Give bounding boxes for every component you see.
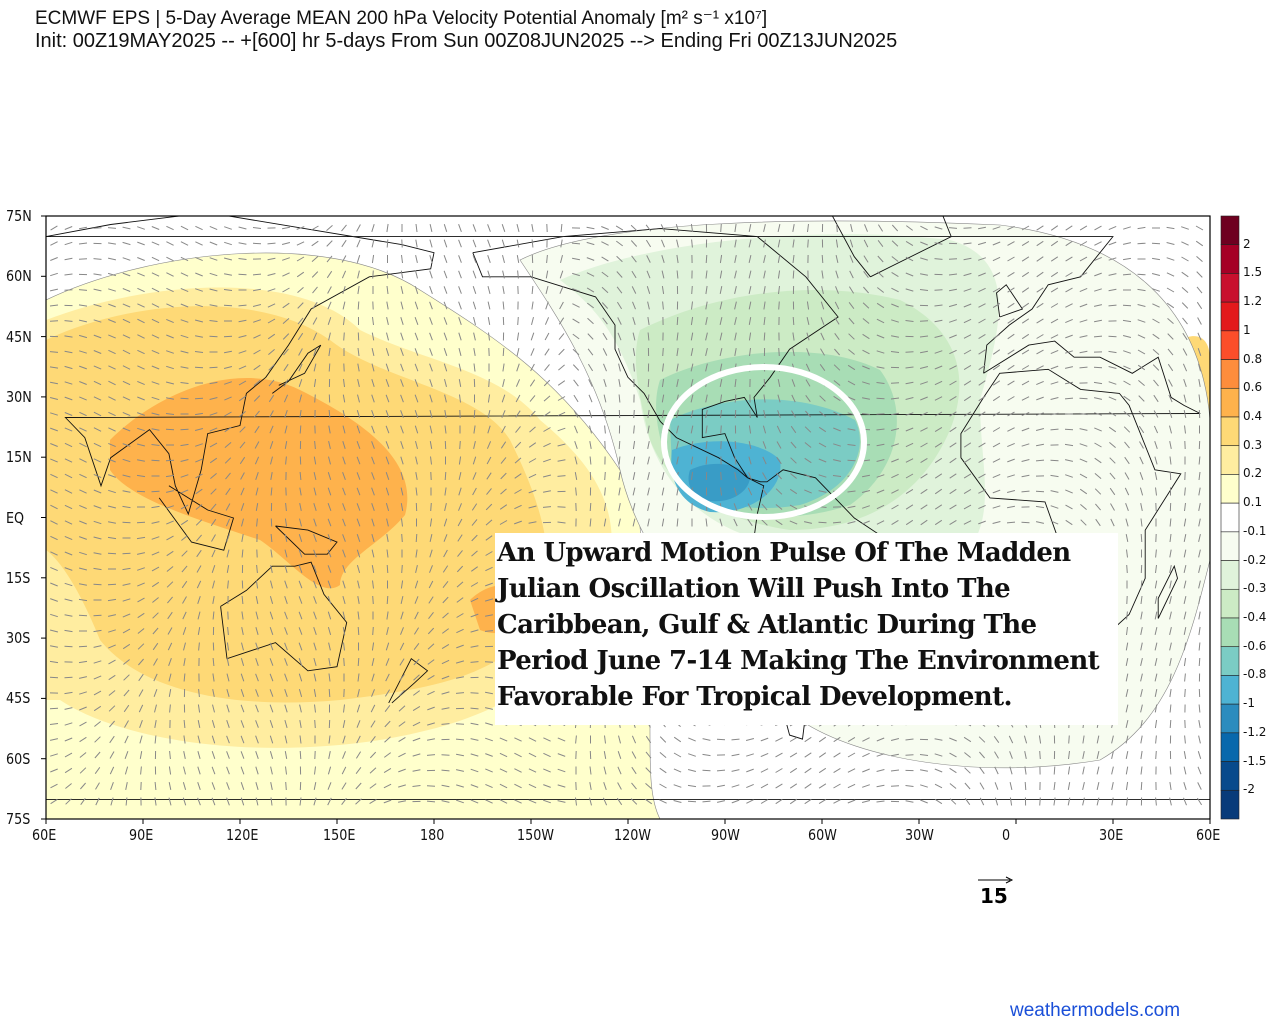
lon-label: 150E	[323, 826, 356, 844]
colorbar-swatch	[1220, 330, 1240, 360]
colorbar	[1220, 215, 1240, 820]
lon-label: 180	[420, 826, 445, 844]
lat-label: 45N	[6, 327, 32, 346]
colorbar-label: -0.1	[1243, 523, 1267, 538]
colorbar-swatch	[1220, 617, 1240, 648]
coastlines	[46, 216, 1210, 800]
annotation-box: An Upward Motion Pulse Of The Madden Jul…	[495, 533, 1118, 725]
lat-label: EQ	[6, 508, 25, 527]
colorbar-label: -0.8	[1243, 667, 1267, 682]
annotation-line: An Upward Motion Pulse Of The Madden	[497, 538, 1071, 568]
colorbar-swatch	[1220, 789, 1240, 820]
colorbar-swatch	[1220, 244, 1240, 274]
colorbar-label: 0.3	[1243, 437, 1263, 452]
colorbar-swatch	[1220, 273, 1240, 303]
annotation-line: Caribbean, Gulf & Atlantic During The	[497, 610, 1037, 640]
colorbar-swatch	[1220, 359, 1240, 389]
lon-label: 120W	[614, 826, 651, 844]
lat-label: 30S	[6, 629, 31, 648]
lon-label: 120E	[226, 826, 259, 844]
lat-label: 15N	[6, 448, 32, 467]
colorbar-swatch	[1220, 502, 1240, 533]
lon-label: 90W	[711, 826, 740, 844]
lat-label: 60N	[6, 267, 32, 286]
colorbar-label: -0.4	[1243, 610, 1267, 624]
colorbar-swatch	[1220, 531, 1240, 561]
colorbar-label: 0.2	[1243, 466, 1263, 481]
colorbar-label: -0.3	[1243, 581, 1267, 596]
chart-subtitle: Init: 00Z19MAY2025 -- +[600] hr 5-days F…	[35, 30, 898, 52]
colorbar-swatch	[1220, 675, 1240, 705]
lat-label: 75N	[6, 207, 32, 225]
watermark-link[interactable]: weathermodels.com	[1010, 1000, 1181, 1021]
lat-label: 60S	[6, 749, 31, 768]
colorbar-swatch	[1220, 416, 1240, 447]
lon-label: 30E	[1099, 826, 1124, 844]
lon-label: 60W	[808, 826, 837, 844]
lat-label: 45S	[6, 689, 31, 708]
colorbar-swatch	[1220, 445, 1240, 475]
chart-title: ECMWF EPS | 5-Day Average MEAN 200 hPa V…	[35, 8, 768, 29]
colorbar-swatch	[1220, 474, 1240, 504]
colorbar-label: -1.2	[1243, 724, 1267, 739]
highlight-circle	[661, 364, 867, 520]
lon-label: 60E	[1196, 826, 1221, 844]
colorbar-label: 2	[1243, 236, 1251, 251]
lat-label: 75S	[6, 810, 31, 828]
colorbar-label: -1	[1243, 696, 1255, 711]
colorbar-swatch	[1220, 646, 1240, 676]
lon-label: 90E	[129, 826, 154, 844]
lat-label: 15S	[6, 568, 31, 587]
lon-label: 150W	[517, 826, 554, 844]
colorbar-label: -1.5	[1243, 753, 1267, 768]
colorbar-label: 0.8	[1243, 351, 1263, 366]
colorbar-swatch	[1220, 703, 1240, 734]
colorbar-label: -0.2	[1243, 552, 1267, 567]
vector-reference-label: 15	[980, 884, 1008, 908]
annotation-line: Julian Oscillation Will Push Into The	[497, 574, 1011, 604]
colorbar-label: 1.5	[1243, 265, 1263, 280]
colorbar-label: 0.4	[1243, 409, 1263, 423]
annotation-line: Period June 7-14 Making The Environment	[497, 646, 1100, 676]
colorbar-swatch	[1220, 761, 1240, 791]
colorbar-label: -0.6	[1243, 638, 1267, 653]
colorbar-swatch	[1220, 301, 1240, 332]
colorbar-swatch	[1220, 215, 1240, 246]
lon-label: 60E	[32, 826, 57, 844]
colorbar-swatch	[1220, 732, 1240, 762]
vector-reference-arrow	[978, 876, 1014, 884]
annotation-line: Favorable For Tropical Development.	[497, 682, 1013, 712]
colorbar-label: -2	[1243, 782, 1255, 797]
lon-label: 30W	[905, 826, 934, 844]
colorbar-label: 1	[1243, 322, 1251, 337]
colorbar-label: 1.2	[1243, 294, 1263, 309]
colorbar-swatch	[1220, 588, 1240, 619]
colorbar-swatch	[1220, 560, 1240, 590]
lat-label: 30N	[6, 387, 32, 406]
lon-label: 0	[1002, 826, 1011, 844]
colorbar-swatch	[1220, 387, 1240, 418]
colorbar-label: 0.6	[1243, 380, 1263, 395]
colorbar-label: 0.1	[1243, 495, 1263, 510]
